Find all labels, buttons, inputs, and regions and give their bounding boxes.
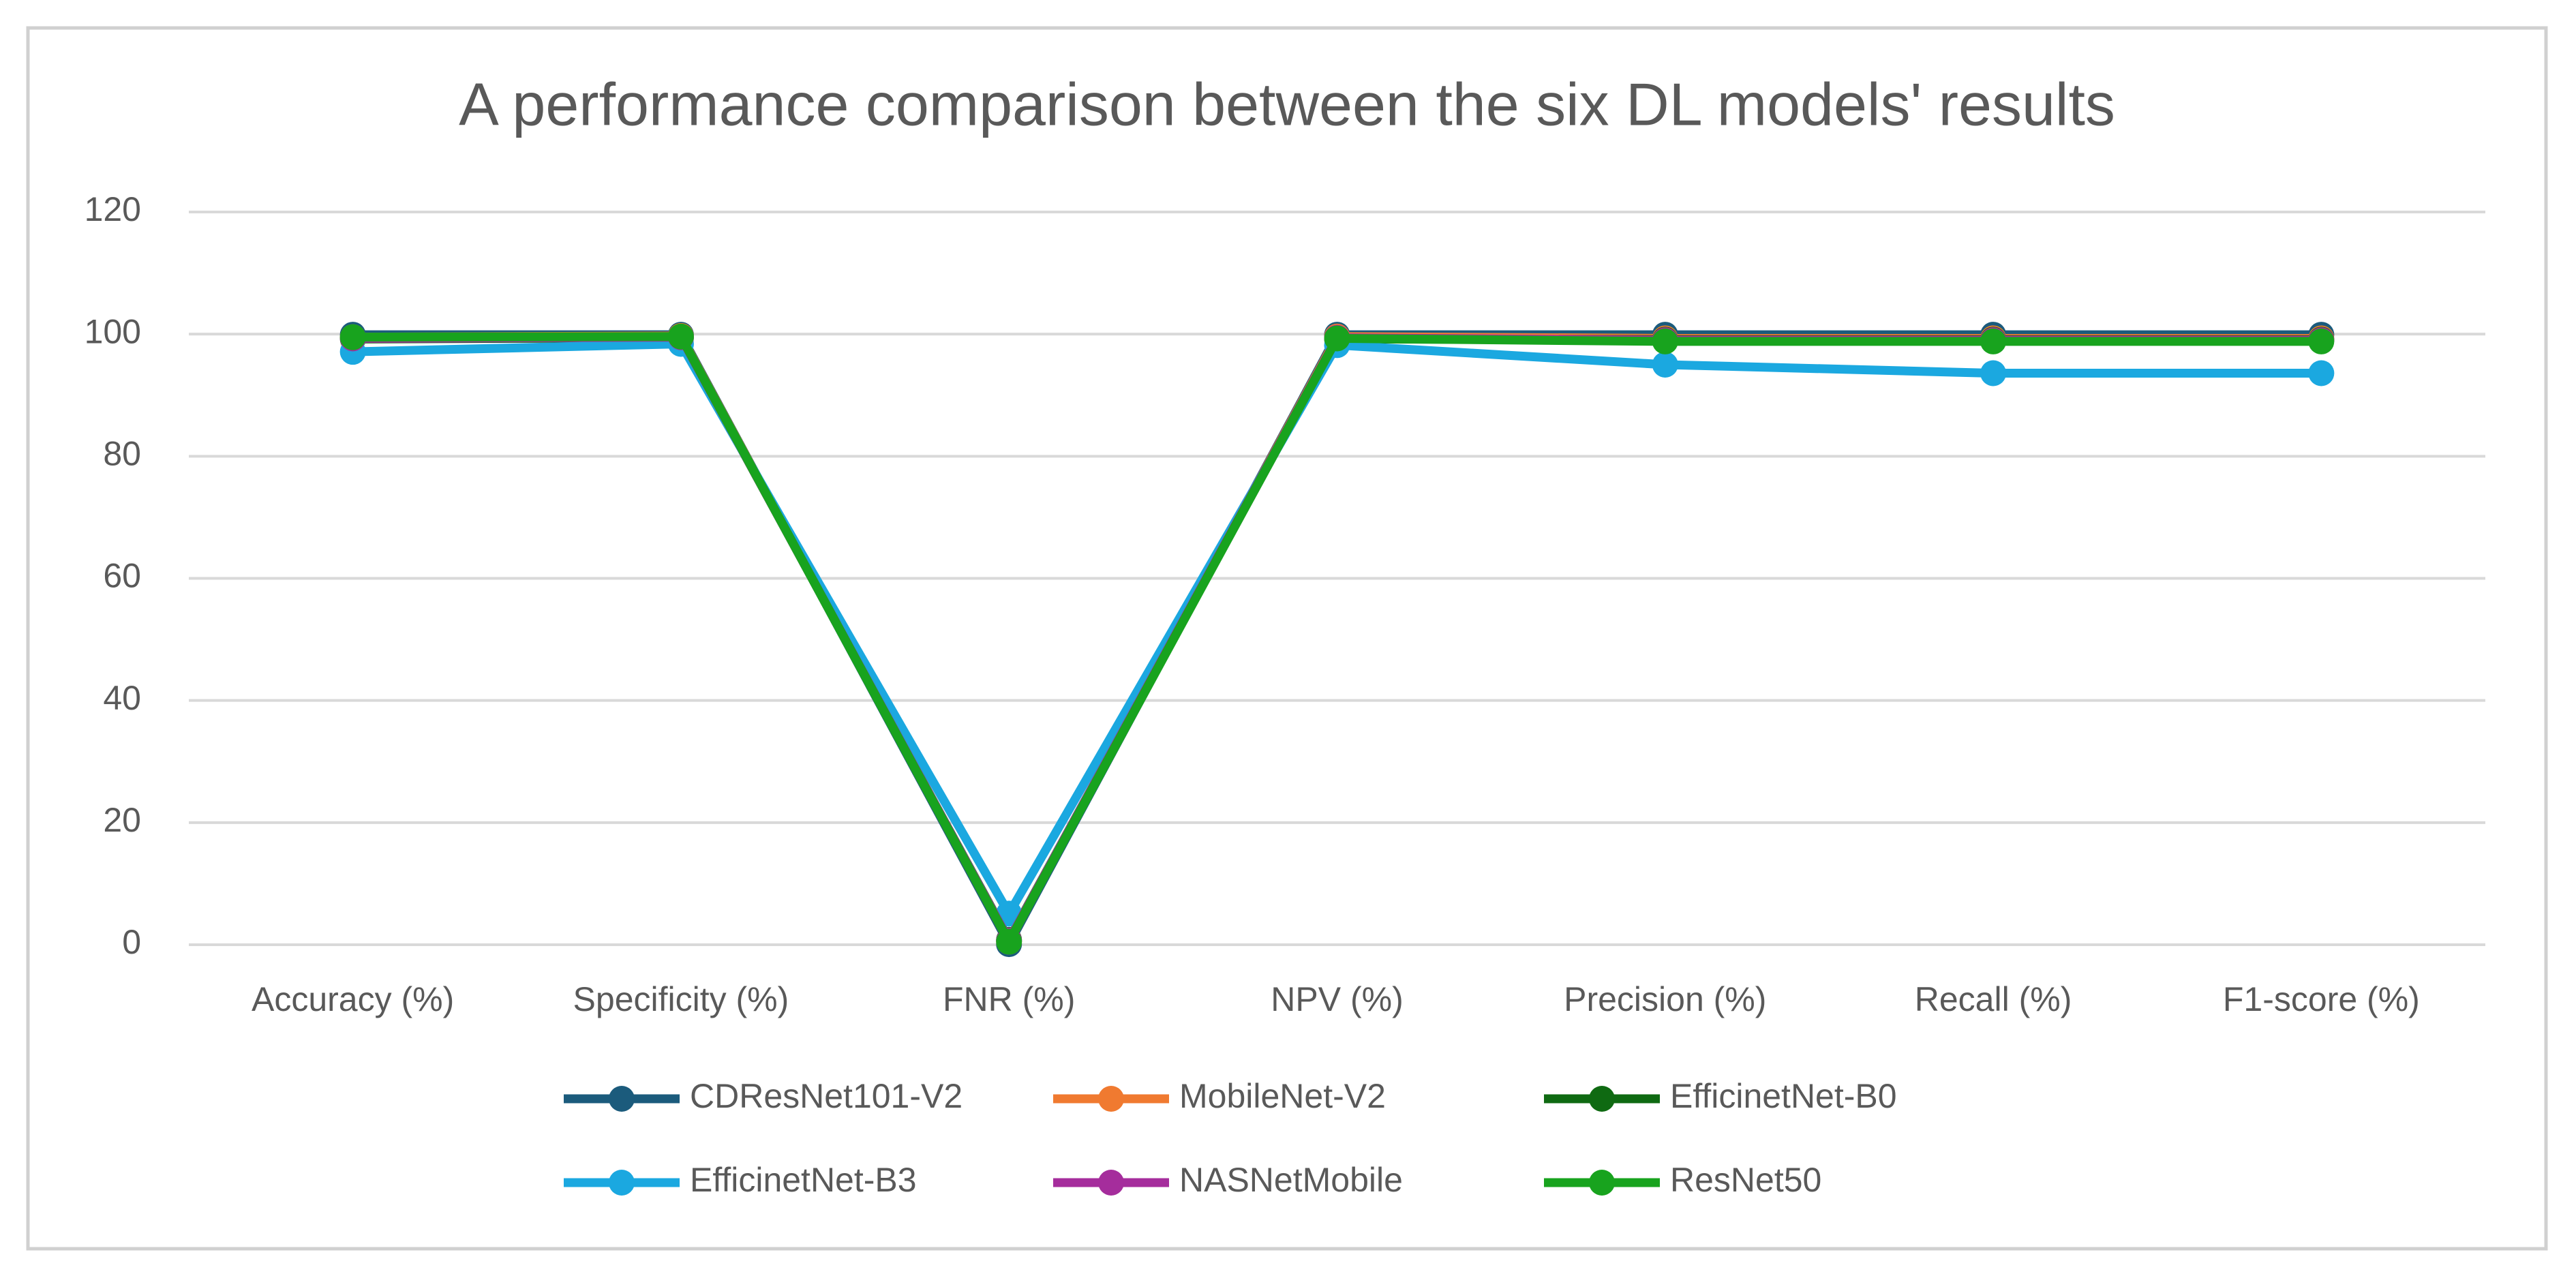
legend-label: ResNet50	[1670, 1161, 1821, 1199]
legend-marker	[609, 1086, 635, 1112]
data-point	[339, 324, 366, 350]
y-tick-label: 60	[103, 557, 141, 595]
legend-marker	[609, 1170, 635, 1196]
y-tick-label: 80	[103, 435, 141, 473]
chart-title: A performance comparison between the six…	[459, 70, 2115, 138]
data-point	[1324, 325, 1350, 352]
legend-label: EfficinetNet-B3	[690, 1161, 917, 1199]
y-tick-label: 40	[103, 679, 141, 717]
y-tick-label: 0	[122, 923, 141, 961]
data-point	[1652, 351, 1678, 378]
data-point	[996, 928, 1022, 955]
x-tick-label: FNR (%)	[943, 980, 1075, 1018]
legend-label: EfficinetNet-B0	[1670, 1077, 1897, 1115]
legend-marker	[1098, 1086, 1124, 1112]
chart-border	[26, 26, 2548, 1251]
y-tick-label: 120	[85, 190, 141, 228]
x-tick-label: F1-score (%)	[2223, 980, 2420, 1018]
x-tick-label: Precision (%)	[1564, 980, 1766, 1018]
data-point	[2308, 328, 2335, 354]
legend-label: NASNetMobile	[1179, 1161, 1403, 1199]
data-point	[667, 323, 694, 350]
legend-label: MobileNet-V2	[1179, 1077, 1386, 1115]
legend-marker	[1589, 1170, 1615, 1196]
data-point	[1980, 328, 2007, 354]
x-tick-label: Specificity (%)	[573, 980, 789, 1018]
data-point	[2308, 360, 2335, 386]
legend-marker	[1589, 1086, 1615, 1112]
x-tick-label: Accuracy (%)	[252, 980, 454, 1018]
legend-label: CDResNet101-V2	[690, 1077, 963, 1115]
y-tick-label: 20	[103, 801, 141, 839]
y-tick-label: 100	[85, 312, 141, 350]
x-tick-label: NPV (%)	[1271, 980, 1403, 1018]
data-point	[1652, 328, 1678, 354]
legend-marker	[1098, 1170, 1124, 1196]
data-point	[1980, 360, 2007, 386]
x-tick-label: Recall (%)	[1915, 980, 2072, 1018]
